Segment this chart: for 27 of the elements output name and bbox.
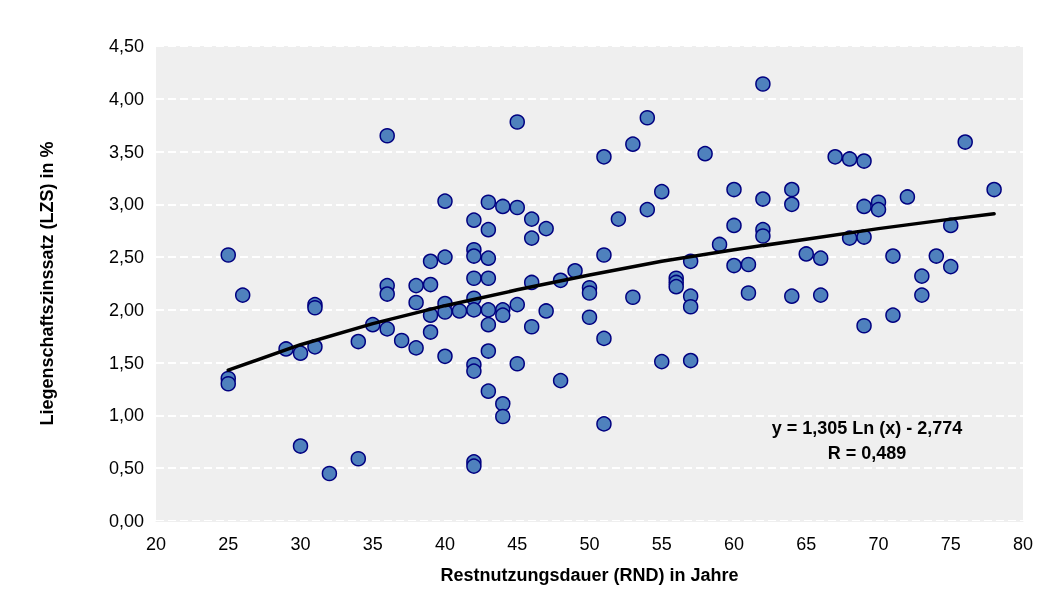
y-tick-label: 0,50 (108, 458, 144, 479)
x-tick-label: 70 (868, 534, 889, 554)
annotation: R = 0,489 (827, 443, 907, 463)
x-tick-label: 25 (218, 534, 239, 554)
y-tick-label: 0,00 (108, 511, 144, 531)
x-tick-label: 60 (723, 534, 745, 554)
x-tick-label: 40 (434, 534, 456, 554)
annotation: y = 1,305 Ln (x) - 2,774 (771, 418, 963, 438)
x-tick-label: 45 (507, 534, 528, 554)
y-tick-label: 3,00 (108, 194, 144, 215)
x-tick-label: 50 (579, 534, 600, 554)
y-tick-label: 3,50 (108, 141, 144, 162)
y-tick-label: 4,50 (108, 36, 144, 56)
x-tick-label: 65 (796, 534, 817, 554)
y-tick-label: 1,50 (108, 352, 144, 373)
y-tick-label: 1,00 (108, 405, 144, 426)
x-tick-label: 30 (290, 534, 311, 554)
y-axis-title: Liegenschaftszinssatz (LZS) in % (37, 141, 57, 426)
y-tick-label: 2,00 (108, 299, 144, 320)
x-tick-label: 20 (145, 534, 167, 554)
x-axis-title: Restnutzungsdauer (RND) in Jahre (440, 565, 739, 585)
y-tick-label: 4,00 (108, 88, 144, 109)
x-tick-label: 55 (651, 534, 672, 554)
x-tick-label: 35 (362, 534, 383, 554)
x-tick-label: 75 (940, 534, 961, 554)
y-tick-label: 2,50 (108, 247, 144, 268)
x-tick-label: 80 (1012, 534, 1034, 554)
